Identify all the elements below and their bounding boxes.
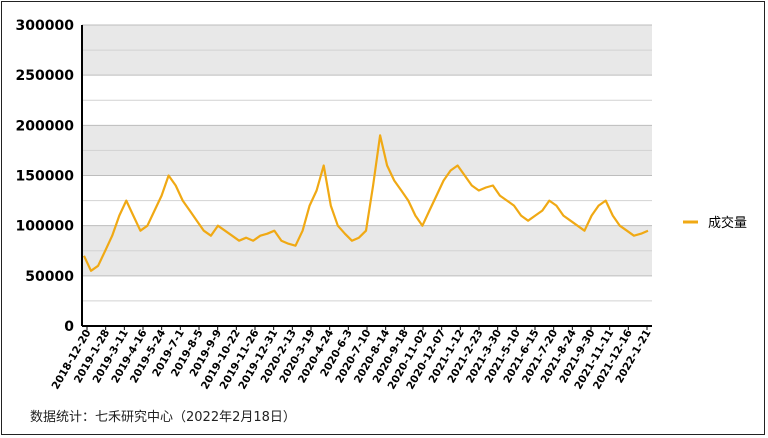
source-note: 数据统计：七禾研究中心（2022年2月18日） — [30, 410, 296, 425]
y-tick-label: 0 — [64, 319, 74, 335]
legend: 成交量 — [683, 215, 747, 231]
y-tick-label: 200000 — [16, 118, 75, 134]
y-tick-label: 250000 — [16, 68, 75, 84]
legend-label: 成交量 — [708, 215, 747, 231]
series-lines — [83, 134, 649, 272]
y-tick-label: 50000 — [25, 269, 74, 285]
series-line — [83, 134, 649, 272]
y-axis: 0 50000 100000 150000 200000 250000 300000 — [16, 18, 83, 335]
y-tick-label: 300000 — [16, 18, 75, 34]
x-axis: 2018-12-202019-1-282019-3-112019-4-16201… — [50, 325, 654, 392]
y-tick-label: 100000 — [16, 219, 75, 235]
y-tick-label: 150000 — [16, 169, 75, 185]
